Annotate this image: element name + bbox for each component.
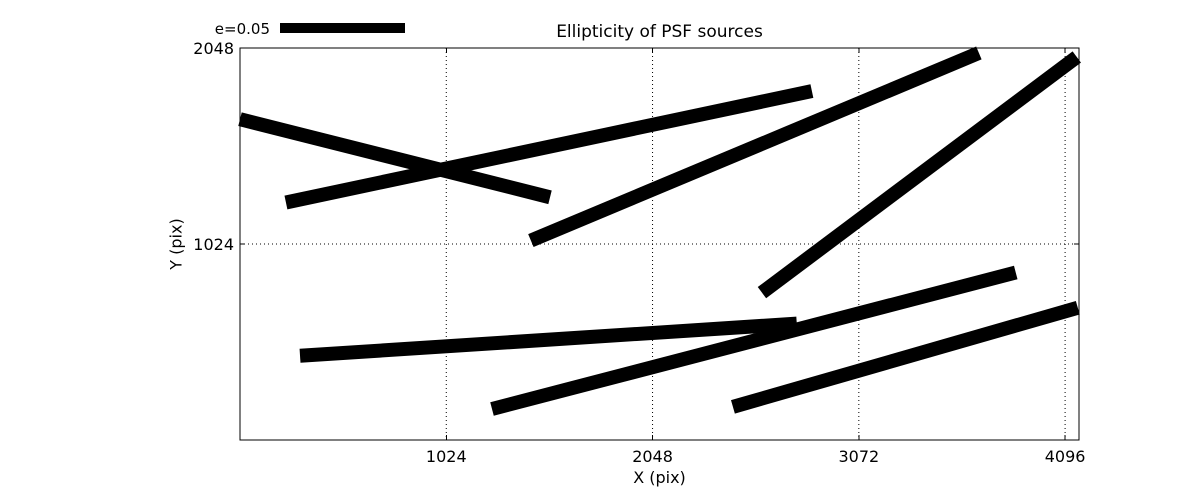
ellipticity-segment	[730, 301, 1080, 414]
chart-title: Ellipticity of PSF sources	[556, 22, 763, 42]
legend-label: e=0.05	[214, 20, 270, 38]
y-tick-label: 2048	[193, 39, 234, 58]
x-tick-label: 4096	[1044, 447, 1086, 466]
y-tick-label: 1024	[193, 235, 234, 254]
legend-scale-bar	[280, 23, 405, 33]
x-tick-label: 1024	[425, 447, 467, 466]
x-tick-label: 2048	[632, 447, 673, 466]
x-axis-label: X (pix)	[633, 468, 686, 487]
x-tick-label: 3072	[838, 447, 880, 466]
ellipticity-segment	[757, 51, 1081, 299]
ellipticity-segment	[299, 316, 798, 363]
ellipticity-segment	[238, 112, 552, 205]
ellipticity-segment	[490, 265, 1018, 416]
ellipticity-segment	[284, 84, 814, 210]
ellipticity-segment	[528, 46, 982, 248]
axes-border	[239, 47, 1080, 441]
